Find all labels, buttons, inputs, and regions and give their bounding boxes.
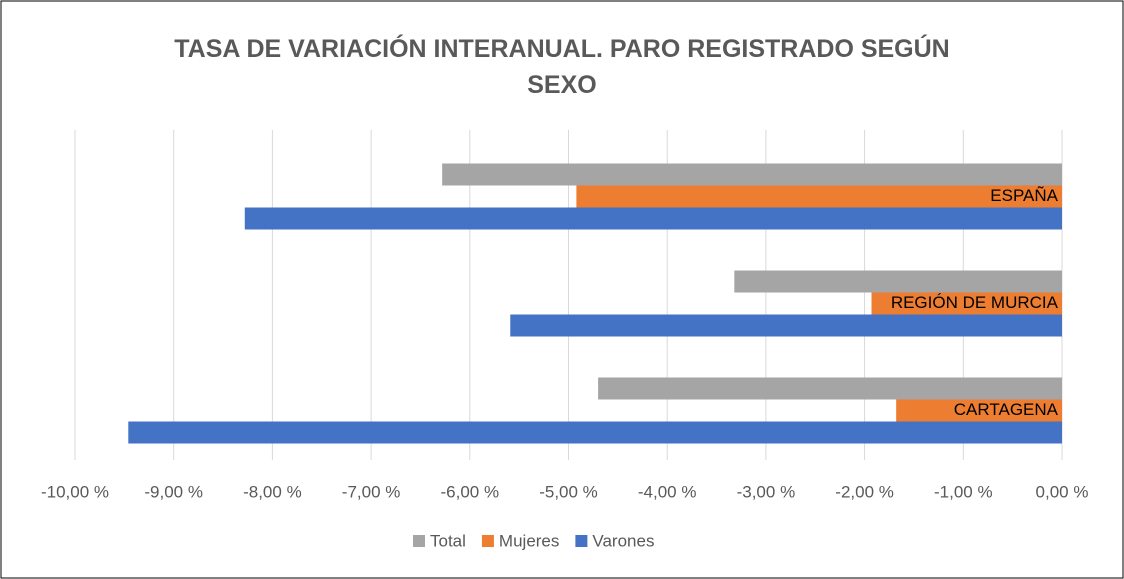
legend-swatch xyxy=(575,535,588,547)
chart-title: TASA DE VARIACIÓN INTERANUAL. PARO REGIS… xyxy=(174,33,950,99)
bar xyxy=(598,377,1062,400)
bar xyxy=(734,270,1062,293)
x-tick-label: -2,00 % xyxy=(835,482,894,501)
bar xyxy=(244,207,1062,230)
x-tick-label: -9,00 % xyxy=(144,482,203,501)
bar xyxy=(871,292,1062,315)
x-tick-label: -8,00 % xyxy=(243,482,302,501)
category-label: ESPAÑA xyxy=(990,186,1058,205)
category-label: CARTAGENA xyxy=(954,400,1059,419)
legend-swatch xyxy=(413,535,425,547)
legend-label: Total xyxy=(430,531,466,550)
x-tick-label: -4,00 % xyxy=(638,482,697,501)
legend-label: Varones xyxy=(592,531,654,550)
x-tick-label: -5,00 % xyxy=(539,482,598,501)
x-tick-label: -1,00 % xyxy=(934,482,993,501)
bar xyxy=(510,314,1063,337)
bar xyxy=(442,163,1062,186)
legend-swatch xyxy=(481,535,494,547)
x-tick-label: -3,00 % xyxy=(737,482,796,501)
bar xyxy=(896,399,1062,422)
x-tick-label: -7,00 % xyxy=(342,482,401,501)
x-tick-label: -10,00 % xyxy=(41,482,109,501)
legend-label: Mujeres xyxy=(499,531,559,550)
x-tick-label: -6,00 % xyxy=(441,482,500,501)
x-tick-label: 0,00 % xyxy=(1036,482,1089,501)
bar xyxy=(576,185,1062,208)
bar xyxy=(128,421,1063,444)
category-label: REGIÓN DE MURCIA xyxy=(891,293,1059,312)
